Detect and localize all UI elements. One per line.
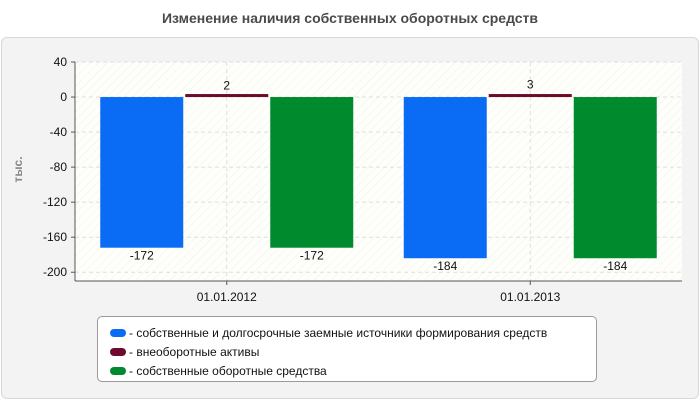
bar: [185, 94, 269, 98]
y-tick-label: -160: [43, 230, 67, 244]
chart-title: Изменение наличия собственных оборотных …: [161, 10, 539, 26]
legend-swatch: [110, 328, 126, 337]
bar: [488, 94, 572, 98]
y-tick-label: 40: [54, 55, 68, 69]
legend-item: - собственные оборотные средства: [110, 361, 596, 380]
y-tick-label: -120: [43, 195, 67, 209]
bar: [270, 97, 354, 248]
x-tick-label: 01.01.2013: [500, 290, 560, 304]
data-label: -172: [130, 249, 154, 263]
y-tick-label: 0: [60, 90, 67, 104]
bar: [403, 97, 487, 259]
y-tick-label: -80: [50, 160, 68, 174]
bar: [100, 97, 184, 248]
legend-swatch: [110, 347, 126, 356]
legend-item: - собственные и долгосрочные заемные ист…: [110, 323, 596, 342]
data-label: -184: [603, 259, 627, 273]
chart-legend: - собственные и долгосрочные заемные ист…: [97, 316, 597, 382]
legend-label: - собственные оборотные средства: [129, 363, 327, 378]
legend-item: - внеоборотные активы: [110, 342, 596, 361]
data-label: 2: [223, 78, 230, 92]
legend-label: - собственные и долгосрочные заемные ист…: [129, 325, 548, 340]
legend-label: - внеоборотные активы: [129, 344, 260, 359]
y-tick-label: -200: [43, 265, 67, 279]
y-tick-label: -40: [50, 125, 68, 139]
legend-swatch: [110, 366, 126, 375]
data-label: -172: [300, 249, 324, 263]
data-label: -184: [433, 259, 457, 273]
data-label: 3: [527, 77, 534, 91]
bar: [573, 97, 657, 259]
y-axis-label: тыс.: [11, 156, 25, 182]
x-tick-label: 01.01.2012: [197, 290, 257, 304]
